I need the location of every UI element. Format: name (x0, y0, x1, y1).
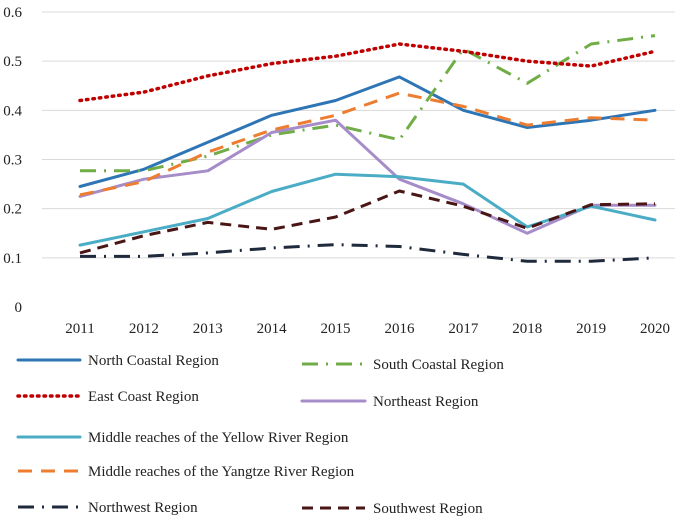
legend-label: Middle reaches of the Yellow River Regio… (88, 430, 349, 446)
legend-label: Northwest Region (88, 500, 198, 516)
x-tick-label: 2015 (321, 321, 351, 337)
legend-label: Middle reaches of the Yangtze River Regi… (88, 464, 355, 480)
legend-item-8: Southwest Region (302, 501, 483, 517)
y-tick-label: 0 (15, 300, 23, 316)
x-tick-label: 2016 (384, 321, 415, 337)
legend-item-1: North Coastal Region (16, 353, 219, 369)
series-line-4 (78, 118, 657, 235)
series-lines (78, 34, 657, 263)
y-tick-label: 0.6 (3, 5, 22, 21)
y-tick-label: 0.3 (3, 153, 22, 169)
legend-item-2: South Coastal Region (302, 357, 504, 373)
x-tick-label: 2012 (129, 321, 159, 337)
x-tick-label: 2013 (193, 321, 223, 337)
legend-label: Northeast Region (373, 394, 479, 410)
series-line-8 (79, 189, 656, 255)
x-axis-tick-labels: 2011 2012 2013 2014 2015 2016 2017 2018 2019 2020 (65, 321, 670, 337)
x-tick-label: 2018 (512, 321, 542, 337)
y-tick-label: 0.2 (3, 202, 22, 218)
series-line-2 (80, 34, 656, 173)
series-line-3 (78, 42, 657, 103)
gridlines (42, 11, 675, 259)
x-tick-label: 2017 (448, 321, 479, 337)
y-axis-tick-labels: 0 0.1 0.2 0.3 0.4 0.5 0.6 (3, 5, 22, 316)
y-tick-label: 0.4 (3, 103, 22, 119)
series-line-5 (78, 172, 657, 247)
legend-item-5: Middle reaches of the Yellow River Regio… (16, 430, 349, 446)
legend-item-3: East Coast Region (16, 389, 199, 405)
series-line-7 (80, 243, 656, 263)
legend-item-6: Middle reaches of the Yangtze River Regi… (18, 464, 355, 480)
series-line-6 (79, 91, 656, 197)
x-tick-label: 2019 (576, 321, 606, 337)
legend-label: South Coastal Region (373, 357, 504, 373)
y-tick-label: 0.1 (3, 251, 22, 267)
legend-label: East Coast Region (88, 389, 199, 405)
legend-item-4: Northeast Region (300, 394, 479, 410)
series-line-1 (78, 75, 657, 188)
x-tick-label: 2014 (257, 321, 288, 337)
legend-label: Southwest Region (373, 501, 483, 517)
x-tick-label: 2011 (65, 321, 94, 337)
legend-label: North Coastal Region (88, 353, 219, 369)
legend: North Coastal Region South Coastal Region… (16, 353, 504, 517)
legend-item-7: Northwest Region (18, 500, 198, 516)
x-tick-label: 2020 (640, 321, 670, 337)
y-tick-label: 0.5 (3, 54, 22, 70)
